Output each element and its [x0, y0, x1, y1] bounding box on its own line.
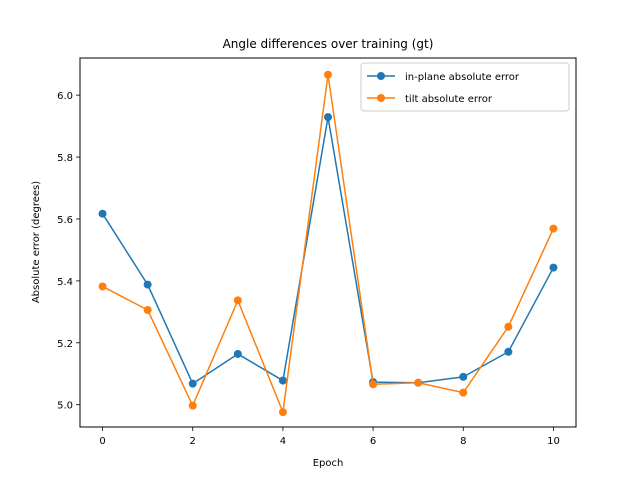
series-2-point [98, 282, 107, 291]
x-tick-label: 8 [460, 436, 466, 447]
series-1-point [459, 372, 468, 381]
series-2-point [459, 388, 468, 397]
series-1-point [188, 379, 197, 388]
series-1-point [504, 347, 513, 356]
y-axis: 5.0 5.2 5.4 5.6 5.8 6.0 [57, 91, 80, 412]
x-tick-label: 10 [547, 436, 560, 447]
series-2-point [549, 224, 558, 233]
x-tick-label: 2 [190, 436, 196, 447]
series-1-point [278, 376, 287, 385]
series-2-point [414, 378, 423, 387]
series-1-point [549, 263, 558, 272]
x-axis-label: Epoch [313, 458, 344, 469]
y-tick-label: 5.0 [57, 401, 73, 412]
y-axis-label: Absolute error (degrees) [31, 181, 42, 303]
series-2-point [188, 401, 197, 410]
plot-area [79, 57, 577, 428]
y-tick-label: 6.0 [57, 91, 73, 102]
series-2-point [278, 408, 287, 417]
legend: in-plane absolute error tilt absolute err… [360, 62, 570, 112]
x-tick-label: 6 [370, 436, 376, 447]
y-tick-label: 5.4 [57, 277, 73, 288]
series-1-point [324, 113, 332, 122]
series-2-point [504, 322, 513, 331]
series-2-point [369, 380, 378, 389]
plot-frame [79, 57, 577, 428]
legend-swatch-marker [377, 94, 385, 102]
y-tick-label: 5.6 [57, 215, 73, 226]
legend-label: in-plane absolute error [405, 72, 520, 83]
x-axis: 0 2 4 6 8 10 [99, 427, 560, 447]
legend-box [360, 62, 570, 112]
series-2-point [143, 305, 152, 314]
x-tick-label: 0 [99, 436, 105, 447]
series-1-point [143, 280, 152, 289]
series-layer [98, 70, 558, 417]
series-1-point [98, 209, 107, 218]
series-2-point [233, 296, 242, 305]
x-tick-label: 4 [280, 436, 286, 447]
chart-title: Angle differences over training (gt) [223, 37, 434, 51]
y-tick-label: 5.8 [57, 153, 73, 164]
legend-swatch-marker [377, 72, 385, 80]
series-1-point [233, 349, 242, 358]
series-2-point [324, 70, 332, 79]
y-tick-label: 5.2 [57, 339, 73, 350]
legend-label: tilt absolute error [405, 94, 493, 105]
